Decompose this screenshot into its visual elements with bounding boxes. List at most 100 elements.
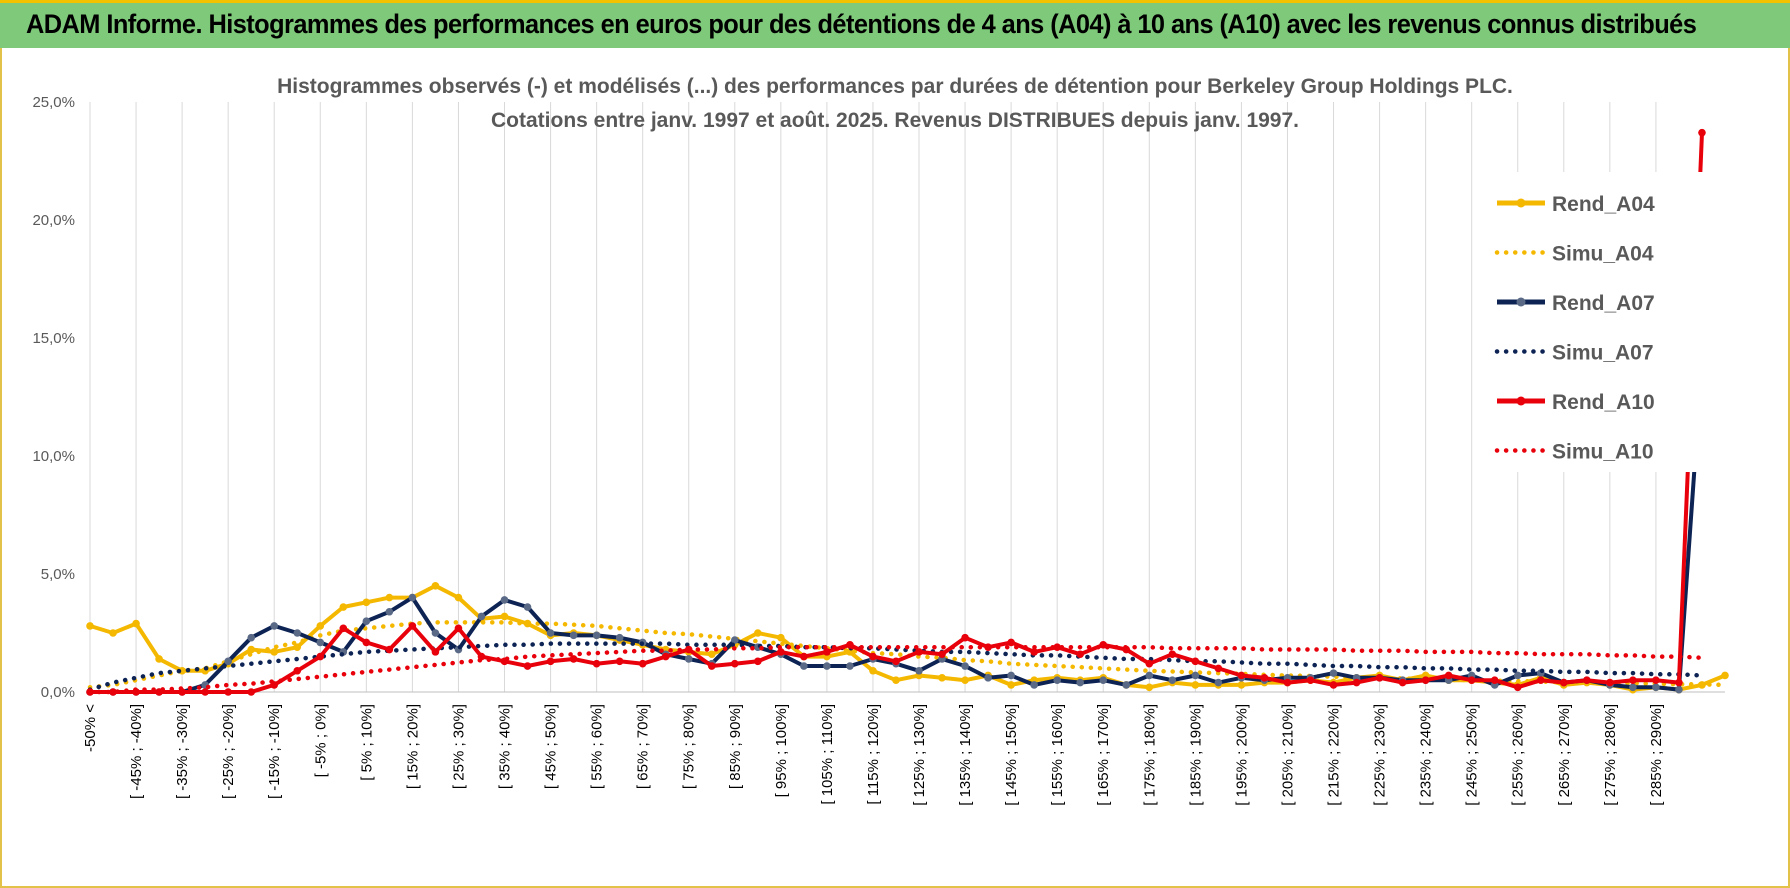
point-rend-a10 [1306,676,1315,684]
point-rend-a04 [431,582,440,590]
point-rend-a10 [592,659,601,668]
x-tick-label: [ 195% ; 200%] [1233,704,1250,806]
y-tick-label: 10,0% [32,448,75,465]
point-rend-a10 [707,662,716,670]
point-rend-a04 [454,593,463,602]
point-rend-a10 [385,645,394,654]
point-rend-a10 [1168,650,1177,659]
point-rend-a10 [1560,678,1568,687]
point-rend-a10 [823,648,831,656]
point-rend-a07 [1168,676,1177,684]
point-rend-a10 [892,657,900,666]
legend-marker [1516,297,1526,307]
point-rend-a10 [800,652,808,661]
point-rend-a10 [1007,638,1015,647]
x-tick-label: [ 285% ; 290%] [1648,704,1665,806]
legend-marker [1516,396,1526,406]
point-rend-a10 [730,659,739,668]
point-rend-a07 [293,629,302,637]
x-tick-label: [ 135% ; 140%] [957,704,974,806]
point-rend-a10 [362,638,371,647]
y-axis-ticks: 0,0% 5,0% 10,0% 15,0% 20,0% 25,0% [32,94,75,701]
report-banner: ADAM Informe. Histogrammes des performan… [0,0,1790,48]
x-tick-label: -50% < [82,704,99,752]
point-rend-a04 [869,666,877,675]
point-rend-a04 [500,612,509,621]
legend-label: Rend_A04 [1552,193,1655,216]
point-rend-a10 [661,652,670,661]
x-tick-label: [ 45% ; 50%] [543,704,560,789]
y-tick-label: 0,0% [41,684,75,701]
x-tick-label: [ 85% ; 90%] [727,704,744,789]
point-rend-a07 [984,674,992,682]
point-rend-a10 [869,652,877,661]
x-tick-label: [ 235% ; 240%] [1418,704,1435,806]
legend-label: Simu_A04 [1552,243,1654,266]
point-rend-a04 [339,603,348,611]
legend-entry-rend-a04: Rend_A04 [1497,193,1655,216]
point-rend-a10 [109,688,117,696]
x-tick-label: [ -45% ; -40%] [128,704,145,799]
legend-label: Rend_A10 [1552,391,1655,414]
point-rend-a10 [1214,664,1223,673]
series-simu-a10 [87,644,1705,695]
x-tick-label: [ 35% ; 40%] [497,704,514,789]
x-tick-label: [ 165% ; 170%] [1095,704,1112,806]
point-rend-a07 [523,603,532,611]
series-rend-a10 [86,128,1706,696]
legend-marker [1516,198,1526,208]
x-tick-label: [ 205% ; 210%] [1279,704,1296,806]
x-tick-label: [ -5% ; 0%] [312,704,329,777]
point-rend-a10 [1421,676,1430,684]
legend-box [1485,172,1715,472]
point-rend-a04 [1237,681,1246,689]
legend-entry-simu-a07: Simu_A07 [1494,342,1654,365]
point-rend-a07 [730,636,739,644]
x-tick-label: [ 145% ; 150%] [1003,704,1020,806]
point-rend-a10 [408,622,417,630]
point-rend-a07 [684,655,693,663]
x-tick-label: [ 105% ; 110%] [819,704,836,805]
point-rend-a10 [1606,678,1614,687]
point-rend-a07 [1076,678,1085,687]
point-rend-a04 [777,633,785,642]
line-simu-a07 [87,641,1705,692]
point-rend-a10 [1076,650,1085,659]
point-rend-a07 [546,629,555,637]
point-rend-a10 [1053,643,1061,651]
x-tick-label: [ 55% ; 60%] [589,704,606,789]
point-rend-a10 [339,624,348,633]
point-rend-a10 [546,657,555,666]
point-rend-a07 [224,657,232,666]
legend-label: Rend_A07 [1552,292,1655,315]
x-tick-label: [ 155% ; 160%] [1049,704,1066,806]
point-rend-a10 [638,659,647,668]
point-rend-a10 [938,650,946,659]
point-rend-a07 [500,596,509,604]
point-rend-a07 [592,631,601,640]
point-rend-a10 [1652,676,1660,684]
point-rend-a10 [1583,676,1591,684]
point-rend-a04 [86,622,94,630]
point-rend-a10 [1629,676,1637,684]
series-rend-a04 [86,582,1729,694]
x-tick-label: [ -25% ; -20%] [220,704,237,799]
x-tick-label: [ 75% ; 80%] [681,704,698,789]
legend-label: Simu_A10 [1552,441,1654,464]
point-rend-a07 [431,629,440,637]
point-rend-a07 [247,633,255,642]
point-rend-a10 [1375,674,1384,682]
point-rend-a07 [1652,683,1660,692]
point-rend-a07 [1122,681,1131,689]
x-tick-label: [ 65% ; 70%] [635,704,652,789]
point-rend-a04 [316,622,325,630]
point-rend-a07 [1513,671,1522,680]
point-rend-a07 [1629,683,1637,692]
x-tick-label: [ 225% ; 230%] [1372,704,1389,806]
point-rend-a04 [132,619,140,628]
point-rend-a10 [1237,671,1246,680]
x-tick-label: [ 125% ; 130%] [911,704,928,806]
x-tick-label: [ 255% ; 260%] [1510,704,1527,806]
point-rend-a10 [615,657,624,666]
